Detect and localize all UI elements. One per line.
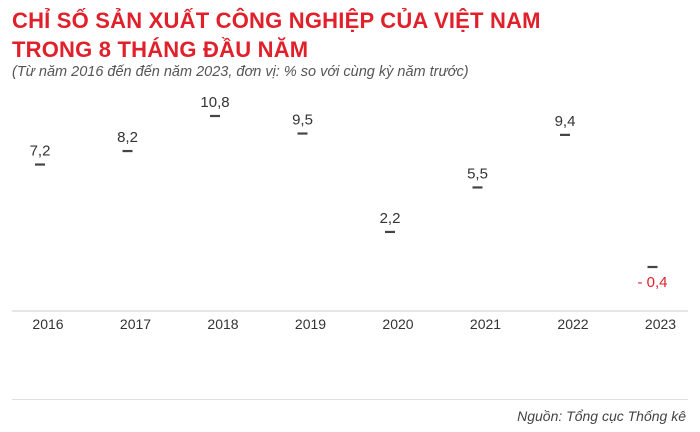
x-tick-label: 2020 (382, 316, 413, 332)
data-label: 9,5 (292, 112, 313, 129)
x-tick-label: 2022 (557, 316, 588, 332)
x-tick-label: 2023 (645, 316, 676, 332)
data-label: 10,8 (200, 94, 229, 111)
data-label: 7,2 (30, 143, 51, 160)
x-tick-label: 2016 (32, 316, 63, 332)
data-label: 9,4 (555, 113, 576, 130)
data-label: 5,5 (467, 165, 488, 182)
scatter-chart: 7,2 8,2 10,8 9,5 2,2 5,5 9,4 - 0,4 2016 2017 2018… (12, 94, 688, 332)
data-label: 2,2 (380, 210, 401, 227)
data-label: - 0,4 (637, 274, 667, 291)
x-tick-label: 2017 (120, 316, 151, 332)
chart-title: CHỈ SỐ SẢN XUẤT CÔNG NGHIỆP CỦA VIỆT NAM… (12, 6, 541, 64)
x-tick-label: 2018 (207, 316, 238, 332)
data-marks: 7,2 8,2 10,8 9,5 2,2 5,5 9,4 - 0,4 (30, 94, 668, 291)
x-tick-label: 2019 (295, 316, 326, 332)
data-label: 8,2 (117, 129, 138, 146)
source-note: Nguồn: Tổng cục Thống kê (517, 408, 686, 424)
chart-title-line-1: CHỈ SỐ SẢN XUẤT CÔNG NGHIỆP CỦA VIỆT NAM (12, 8, 541, 33)
chart-title-line-2: TRONG 8 THÁNG ĐẦU NĂM (12, 37, 309, 62)
x-tick-label: 2021 (470, 316, 501, 332)
x-tick-labels: 2016 2017 2018 2019 2020 2021 2022 2023 (32, 316, 676, 332)
footer-divider (12, 399, 688, 400)
chart-subtitle: (Từ năm 2016 đến đến năm 2023, đơn vị: %… (12, 64, 469, 80)
